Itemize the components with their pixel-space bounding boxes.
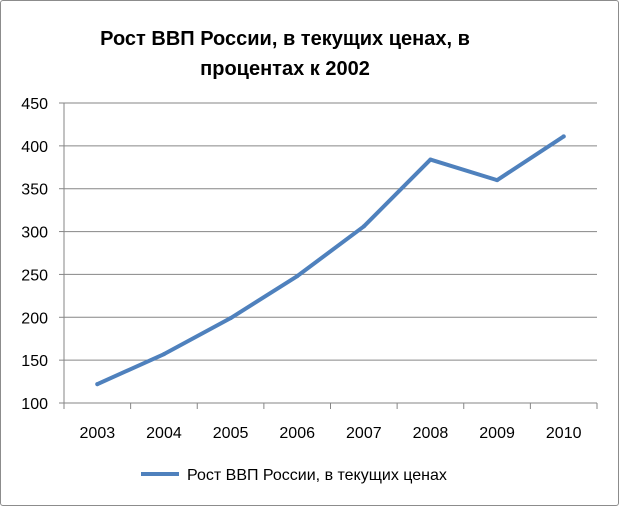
chart-title-line-1: Рост ВВП России, в текущих ценах, в <box>100 28 470 50</box>
x-tick-label: 2005 <box>213 425 249 442</box>
y-tick-label: 450 <box>21 96 48 113</box>
data-point <box>495 178 500 183</box>
chart-title: Рост ВВП России, в текущих ценах, в проц… <box>60 24 510 84</box>
data-point <box>228 316 233 321</box>
data-point <box>95 382 100 387</box>
x-tick-label: 2003 <box>80 425 116 442</box>
y-tick-label: 150 <box>21 353 48 370</box>
y-tick-label: 300 <box>21 225 48 242</box>
y-tick-label: 250 <box>21 267 48 284</box>
series-line <box>95 134 566 387</box>
data-point <box>428 157 433 162</box>
data-point <box>361 224 366 229</box>
y-tick-label: 100 <box>21 396 48 413</box>
y-tick-label: 200 <box>21 310 48 327</box>
y-tick-label: 350 <box>21 182 48 199</box>
chart-title-line-2: процентах к 2002 <box>200 58 370 80</box>
x-tick-label: 2004 <box>146 425 182 442</box>
data-point <box>561 134 566 139</box>
x-tick-label: 2007 <box>346 425 382 442</box>
x-tick-label: 2010 <box>546 425 582 442</box>
x-tick-label: 2009 <box>479 425 515 442</box>
x-tick-label: 2006 <box>279 425 315 442</box>
data-point <box>161 352 166 357</box>
x-tick-label: 2008 <box>413 425 449 442</box>
data-point <box>295 274 300 279</box>
legend-label: Рост ВВП России, в текущих ценах <box>187 467 447 484</box>
y-tick-label: 400 <box>21 139 48 156</box>
